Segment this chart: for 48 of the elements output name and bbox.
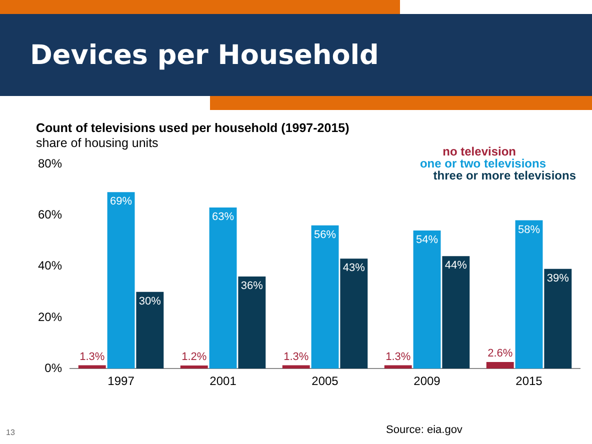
bar (544, 268, 572, 369)
x-tick-label: 2001 (210, 374, 237, 388)
data-label: 1.3% (284, 350, 309, 363)
data-label: 2.6% (488, 347, 513, 360)
text: one or two televisions (420, 156, 546, 170)
data-label: 44% (444, 260, 468, 272)
x-tick-label: 2009 (414, 374, 441, 388)
y-axis-title: share of housing units (36, 136, 158, 150)
data-label: 63% (212, 211, 234, 224)
bar (238, 276, 266, 369)
data-label: 30% (138, 295, 162, 308)
text: no television (442, 144, 516, 158)
data-label: 58% (518, 224, 540, 236)
bar (413, 230, 441, 369)
bar (340, 258, 368, 369)
data-label: 1.3% (386, 350, 411, 363)
y-tick-label: 20% (38, 310, 62, 324)
x-tick-label: 2015 (516, 374, 543, 388)
bar (107, 192, 135, 369)
y-tick-label: 40% (38, 258, 62, 273)
y-tick-label: 80% (38, 156, 62, 170)
data-label: 43% (342, 262, 366, 274)
text: three or more televisions (433, 168, 576, 182)
data-label: 1.3% (80, 350, 105, 363)
chart-title: Devices per Household (30, 40, 379, 71)
data-label: 1.2% (182, 351, 207, 364)
data-label: 36% (240, 280, 264, 292)
y-tick-label: 0% (44, 360, 62, 375)
data-label: 56% (314, 228, 336, 241)
bar (209, 207, 237, 369)
text: 13 (6, 428, 15, 437)
bar (311, 225, 339, 369)
bar (515, 220, 543, 369)
bar (136, 292, 164, 369)
bar (180, 366, 208, 369)
bar (442, 256, 470, 369)
data-label: 54% (416, 234, 438, 246)
x-tick-label: 1997 (108, 374, 135, 388)
bar (384, 365, 412, 369)
bar (282, 365, 310, 369)
y-tick-label: 60% (38, 207, 62, 222)
data-label: 39% (546, 272, 570, 284)
x-tick-label: 2005 (312, 374, 339, 388)
bar (486, 362, 514, 369)
chart-subtitle: Count of televisions used per household (1997-2015) (36, 121, 350, 135)
data-label: 69% (110, 196, 132, 208)
source-note: Source: eia.gov (386, 424, 462, 436)
bar (78, 365, 106, 369)
